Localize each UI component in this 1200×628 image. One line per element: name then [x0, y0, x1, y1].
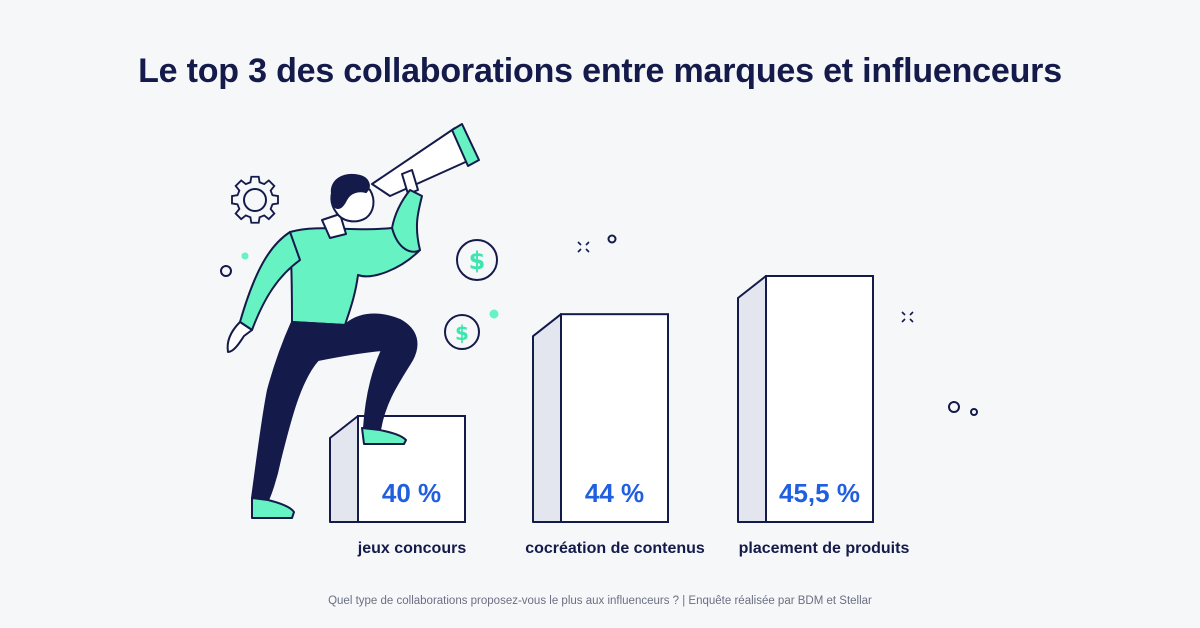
gear-icon [231, 175, 279, 224]
dollar-coin-icon: $ [444, 314, 480, 350]
bar-3: 45,5 % placement de produits [737, 275, 910, 557]
telescope-icon [371, 123, 480, 197]
bar-side-face [532, 313, 562, 523]
bar-category-label: cocréation de contenus [525, 540, 705, 557]
person-illustration [226, 123, 480, 519]
bar-2: 44 % cocréation de contenus [525, 313, 705, 557]
decorations: $ $ [220, 175, 978, 416]
dot-icon [948, 401, 960, 413]
bar-front-face [357, 415, 466, 523]
svg-text:$: $ [455, 321, 469, 345]
bar-front-face [765, 275, 874, 523]
dollar-coin-icon: $ [456, 239, 498, 281]
page-title: Le top 3 des collaborations entre marque… [138, 52, 1062, 90]
mint-dot [489, 309, 499, 319]
bar-side-face [737, 275, 767, 523]
dot-icon [607, 234, 617, 244]
bar-front-face [560, 313, 669, 523]
sparkle-icon [577, 241, 914, 323]
bar-value-label: 44 % [585, 478, 644, 508]
bar-category-label: placement de produits [739, 540, 910, 557]
mint-dot [241, 252, 249, 260]
dot-icon [220, 265, 232, 277]
svg-text:$: $ [469, 247, 486, 275]
footnote: Quel type de collaborations proposez-vou… [328, 595, 872, 607]
bar-1: 40 % jeux concours [329, 415, 467, 557]
bar-side-face [329, 415, 359, 523]
bar-value-label: 45,5 % [779, 478, 860, 508]
dot-icon [970, 408, 978, 416]
bars-group: 40 % jeux concours 44 % cocréation de conte… [329, 275, 910, 557]
bar-category-label: jeux concours [357, 540, 467, 557]
bar-value-label: 40 % [382, 478, 441, 508]
